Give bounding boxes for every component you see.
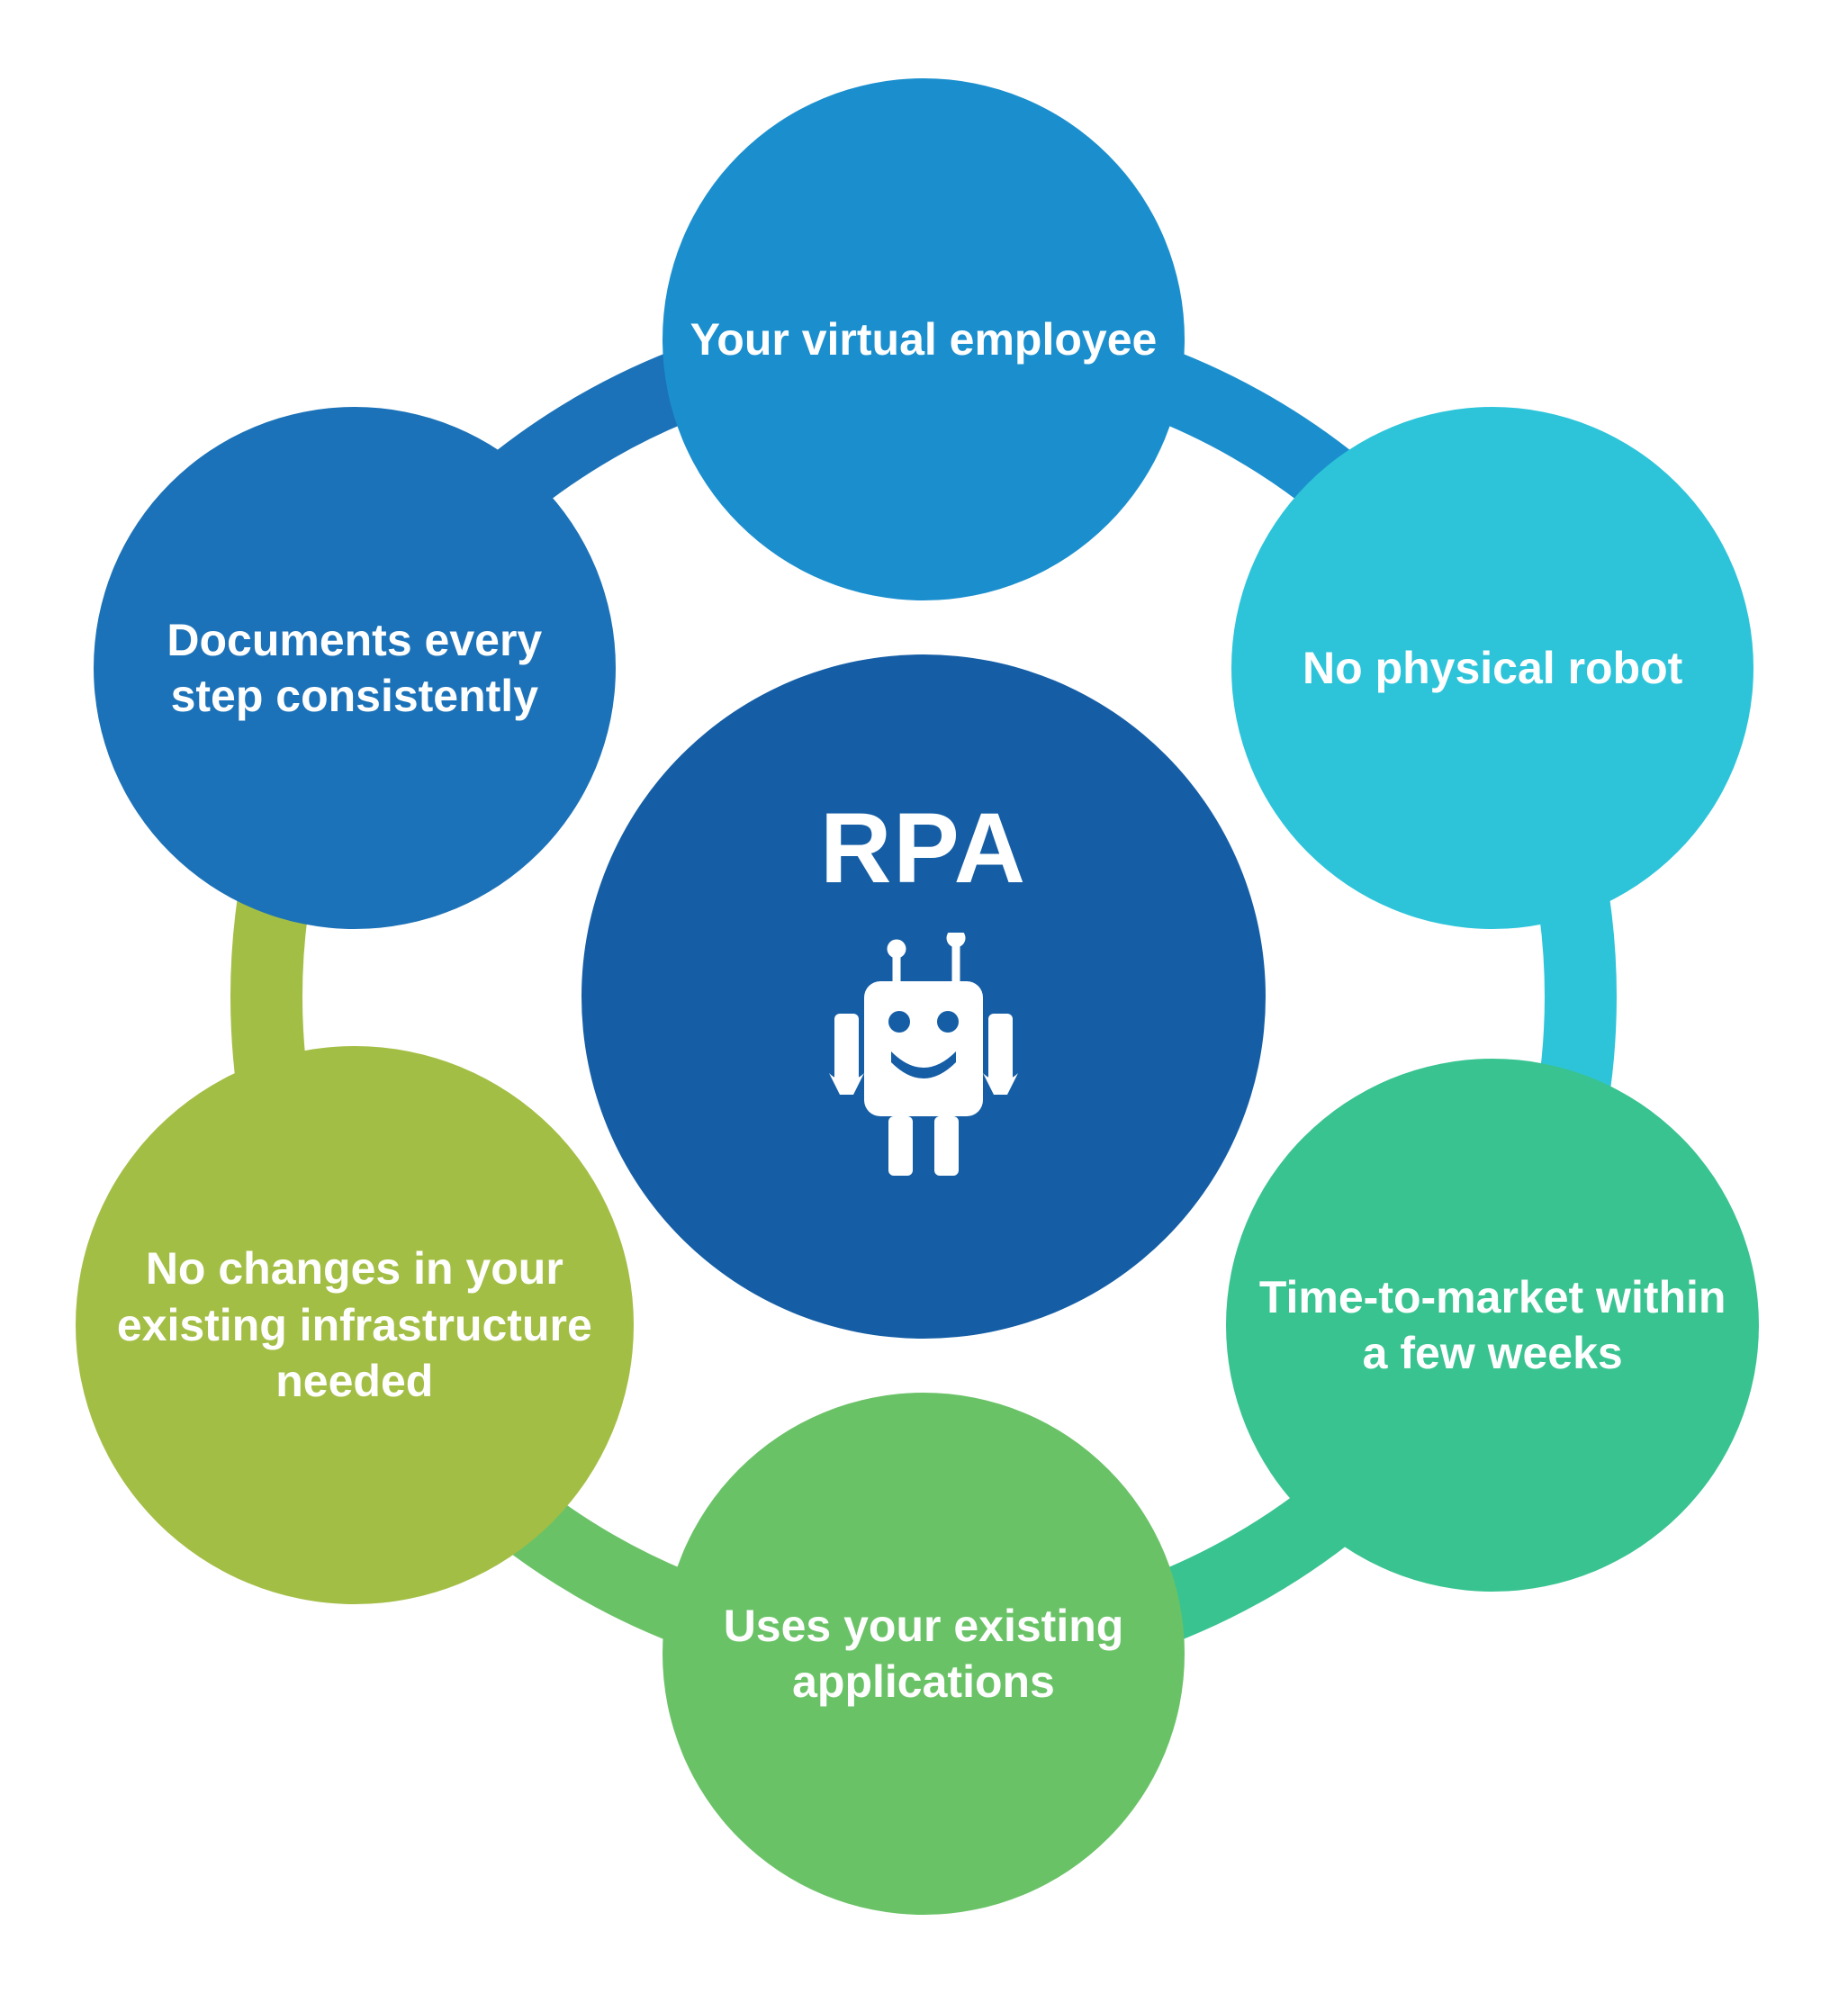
outer-node-label: Uses your existing applications <box>663 1598 1185 1710</box>
outer-node-label: Time-to-market within a few weeks <box>1226 1269 1759 1382</box>
rpa-circular-diagram: RPA <box>0 0 1848 1994</box>
outer-node: Documents every step consistently <box>94 407 616 929</box>
outer-node-label: No physical robot <box>1276 640 1709 697</box>
robot-icon <box>789 933 1059 1203</box>
outer-node-label: Your virtual employee <box>663 311 1185 368</box>
outer-node: No physical robot <box>1231 407 1753 929</box>
outer-node-label: No changes in your existing infrastructu… <box>76 1241 634 1410</box>
outer-node-label: Documents every step consistently <box>94 612 616 725</box>
outer-node: Time-to-market within a few weeks <box>1226 1059 1759 1592</box>
center-title: RPA <box>820 791 1027 906</box>
outer-node: Your virtual employee <box>663 78 1185 600</box>
outer-node: No changes in your existing infrastructu… <box>76 1046 634 1604</box>
center-node: RPA <box>581 654 1266 1339</box>
outer-node: Uses your existing applications <box>663 1393 1185 1915</box>
